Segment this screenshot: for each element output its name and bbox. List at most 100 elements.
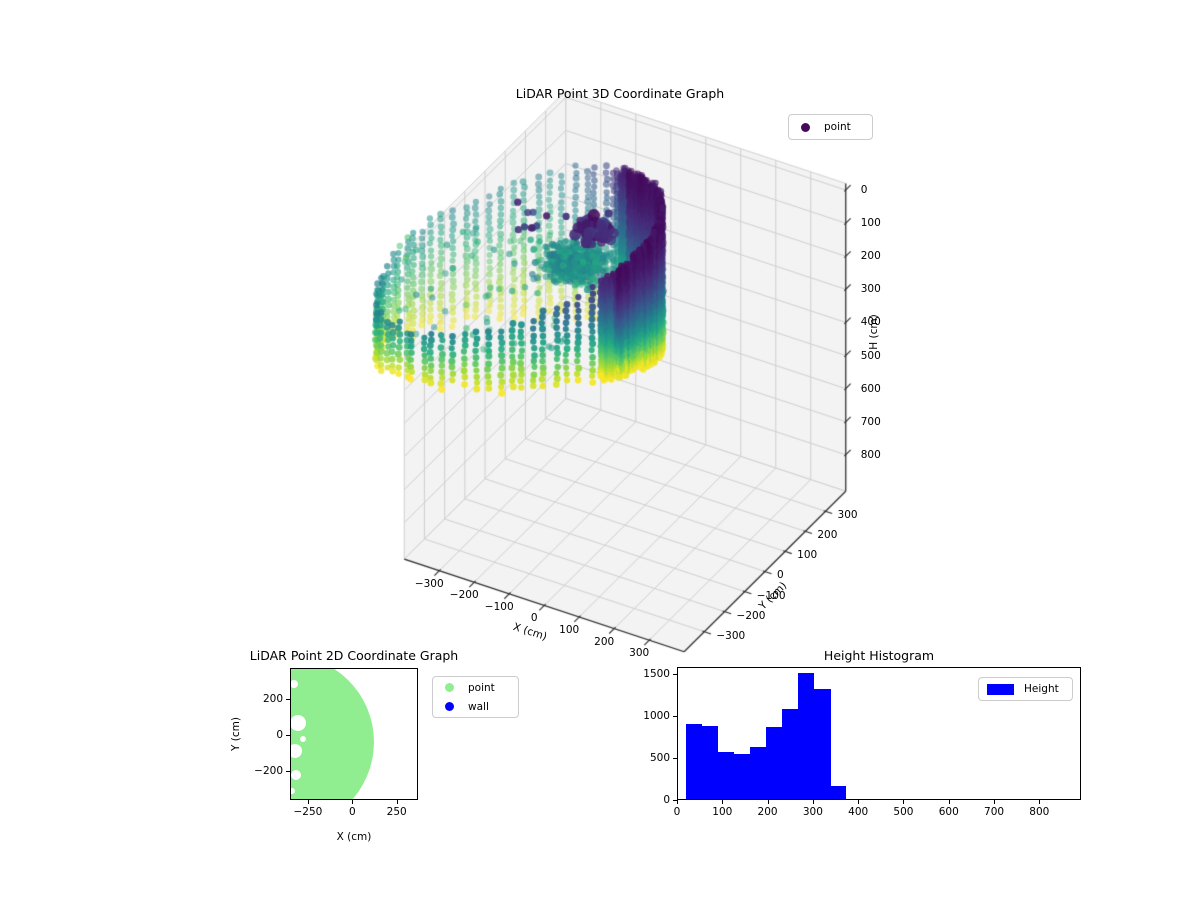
histogram-axes	[677, 667, 1081, 800]
scan-gap	[291, 680, 298, 688]
plot3d-z-tick-label: 800	[860, 448, 881, 461]
histogram-bar	[782, 708, 799, 799]
histogram-bar	[702, 725, 719, 799]
height-swatch-icon	[987, 683, 1014, 695]
histogram-x-tick-label: 100	[712, 806, 733, 818]
plot2d-yaxis-label: Y (cm)	[230, 717, 242, 751]
histogram-x-tick-label: 300	[802, 806, 823, 818]
plot3d-z-tick-label: 100	[860, 217, 881, 230]
scan-gap	[291, 788, 295, 794]
histogram-bar	[686, 723, 702, 799]
plot3d-x-tick-label: 0	[530, 612, 538, 625]
histogram-bar	[830, 786, 847, 799]
plot3d-x-tick-label: 100	[559, 624, 580, 636]
plot3d-legend-label: point	[824, 121, 851, 133]
plot2d-y-tick	[286, 771, 290, 772]
plot3d-title: LiDAR Point 3D Coordinate Graph	[515, 86, 725, 101]
lidar-point-region	[291, 669, 374, 799]
histogram-x-tick	[994, 800, 996, 804]
plot3d-x-tick-label: −200	[449, 589, 479, 602]
histogram-y-tick	[673, 758, 677, 760]
plot3d-y-tick-label: 200	[817, 529, 838, 542]
plot3d-legend-entry-point: point	[789, 118, 872, 137]
histogram-bar	[766, 726, 783, 799]
histogram-legend-entry-height: Height	[979, 678, 1072, 700]
wall-marker-icon	[445, 702, 454, 711]
plot2d-x-tick	[396, 800, 398, 804]
histogram-x-tick-label: 500	[893, 806, 914, 818]
plot2d-x-tick-label: −250	[293, 806, 323, 818]
histogram-legend: Height	[978, 677, 1073, 701]
plot2d-legend-label-wall: wall	[468, 700, 489, 713]
plot2d-y-tick-label: −200	[254, 765, 283, 777]
plot2d-title: LiDAR Point 2D Coordinate Graph	[249, 648, 459, 663]
histogram-bar	[750, 747, 767, 799]
histogram-x-tick	[948, 800, 950, 804]
plot2d-x-tick-label: 0	[348, 806, 356, 818]
histogram-x-tick	[677, 800, 678, 804]
plot2d-y-tick	[286, 699, 290, 700]
scan-gap	[291, 715, 306, 731]
plot2d-xaxis-label: X (cm)	[336, 831, 372, 843]
histogram-y-tick-label: 1500	[643, 668, 670, 681]
plot3d-y-tick-label: −300	[716, 629, 746, 642]
histogram-x-tick-label: 700	[984, 806, 1005, 818]
plot3d-legend: point	[788, 114, 873, 140]
histogram-x-tick-label: 200	[757, 806, 778, 818]
plot2d-legend-entry-wall: wall	[433, 697, 518, 716]
plot2d-x-tick	[352, 800, 354, 804]
plot3d-z-tick-label: 700	[860, 415, 881, 428]
histogram-bar	[798, 673, 815, 799]
plot3d-y-tick-label: 300	[837, 509, 858, 522]
histogram-y-tick	[673, 674, 677, 676]
plot3d-z-tick-label: 300	[860, 283, 881, 296]
plot3d-y-tick-label: 0	[776, 569, 784, 582]
plot3d-z-tick-label: 500	[860, 349, 881, 362]
plot3d-z-tick-label: 600	[860, 382, 881, 395]
histogram-legend-label: Height	[1024, 683, 1059, 695]
plot3d-x-tick-label: 200	[594, 635, 615, 648]
scan-gap	[300, 736, 306, 742]
plot2d-x-tick-label: 250	[386, 806, 407, 818]
plot3d-y-tick-label: 100	[797, 549, 818, 562]
plot2d-axes	[290, 668, 418, 800]
plot2d-y-tick-label: 200	[262, 693, 283, 705]
plot2d-y-tick-label: 0	[276, 729, 283, 741]
plot2d-legend-entry-point: point	[433, 678, 518, 697]
plot3d-z-tick-label: 200	[860, 250, 881, 263]
scan-gap	[291, 744, 302, 758]
histogram-x-tick-label: 600	[938, 806, 959, 818]
histogram-bar	[814, 689, 831, 799]
histogram-y-tick-label: 1000	[643, 710, 670, 723]
histogram-x-tick	[1039, 800, 1041, 804]
plot3d-x-tick-label: 300	[629, 647, 650, 660]
plot3d-x-tick-label: −100	[484, 600, 514, 613]
histogram-y-tick	[673, 800, 677, 801]
plot3d-z-tick-label: 0	[860, 184, 868, 197]
plot2d-y-tick	[286, 735, 290, 736]
scan-gap	[291, 770, 301, 780]
plot2d-legend: point wall	[432, 676, 519, 718]
plot3d-z-tick-label: 400	[860, 316, 881, 329]
histogram-y-tick-label: 0	[663, 794, 670, 806]
plot3d-x-tick-label: −300	[414, 577, 444, 590]
histogram-x-tick	[722, 800, 724, 804]
histogram-title: Height Histogram	[823, 648, 935, 663]
histogram-bar	[718, 752, 735, 799]
histogram-x-tick-label: 0	[673, 806, 681, 818]
plot2d-x-tick	[307, 800, 309, 804]
plot3d-y-tick-label: −100	[756, 589, 786, 602]
histogram-y-tick-label: 500	[649, 752, 670, 765]
plot3d-y-tick-label: −200	[736, 609, 766, 622]
point-marker-icon	[445, 683, 454, 692]
histogram-x-tick-label: 800	[1029, 806, 1050, 818]
histogram-y-tick	[673, 716, 677, 718]
plot2d-legend-label-point: point	[468, 681, 495, 694]
histogram-x-tick-label: 400	[848, 806, 869, 818]
histogram-bar	[734, 753, 751, 799]
point-marker-icon	[801, 122, 810, 132]
histogram-x-tick	[767, 800, 769, 804]
histogram-x-tick	[812, 800, 814, 804]
histogram-x-tick	[903, 800, 905, 804]
